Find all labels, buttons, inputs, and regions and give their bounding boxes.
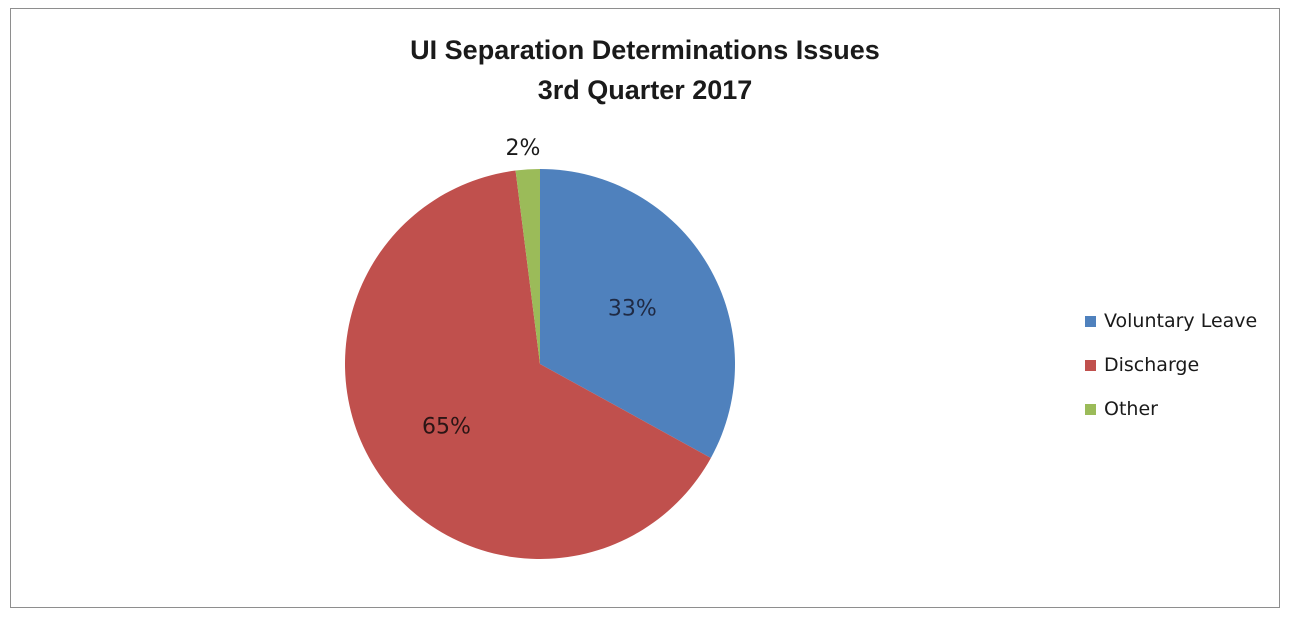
legend-swatch xyxy=(1085,359,1096,371)
data-label-other: 2% xyxy=(506,136,541,161)
legend-label: Voluntary Leave xyxy=(1104,310,1258,332)
chart-title-block: UI Separation Determinations Issues 3rd … xyxy=(0,30,1290,110)
legend-item-voluntary-leave: Voluntary Leave xyxy=(1085,310,1257,332)
data-label-voluntary-leave: 33% xyxy=(608,296,657,321)
pie-labels: 33% 65% 2% xyxy=(422,136,657,440)
pie-slice-other xyxy=(515,169,540,364)
legend-swatch xyxy=(1085,403,1096,415)
pie-slices xyxy=(345,169,736,560)
pie-slice-discharge xyxy=(345,170,711,560)
chart-title: UI Separation Determinations Issues xyxy=(410,35,880,65)
chart-subtitle: 3rd Quarter 2017 xyxy=(537,75,753,105)
legend-item-other: Other xyxy=(1085,398,1257,420)
data-label-discharge: 65% xyxy=(422,415,471,440)
legend-swatch xyxy=(1085,315,1096,327)
legend: Voluntary Leave Discharge Other xyxy=(1085,310,1257,442)
legend-label: Discharge xyxy=(1104,354,1200,376)
pie-slice-voluntary-leave xyxy=(540,169,736,458)
legend-label: Other xyxy=(1104,398,1158,420)
legend-item-discharge: Discharge xyxy=(1085,354,1257,376)
